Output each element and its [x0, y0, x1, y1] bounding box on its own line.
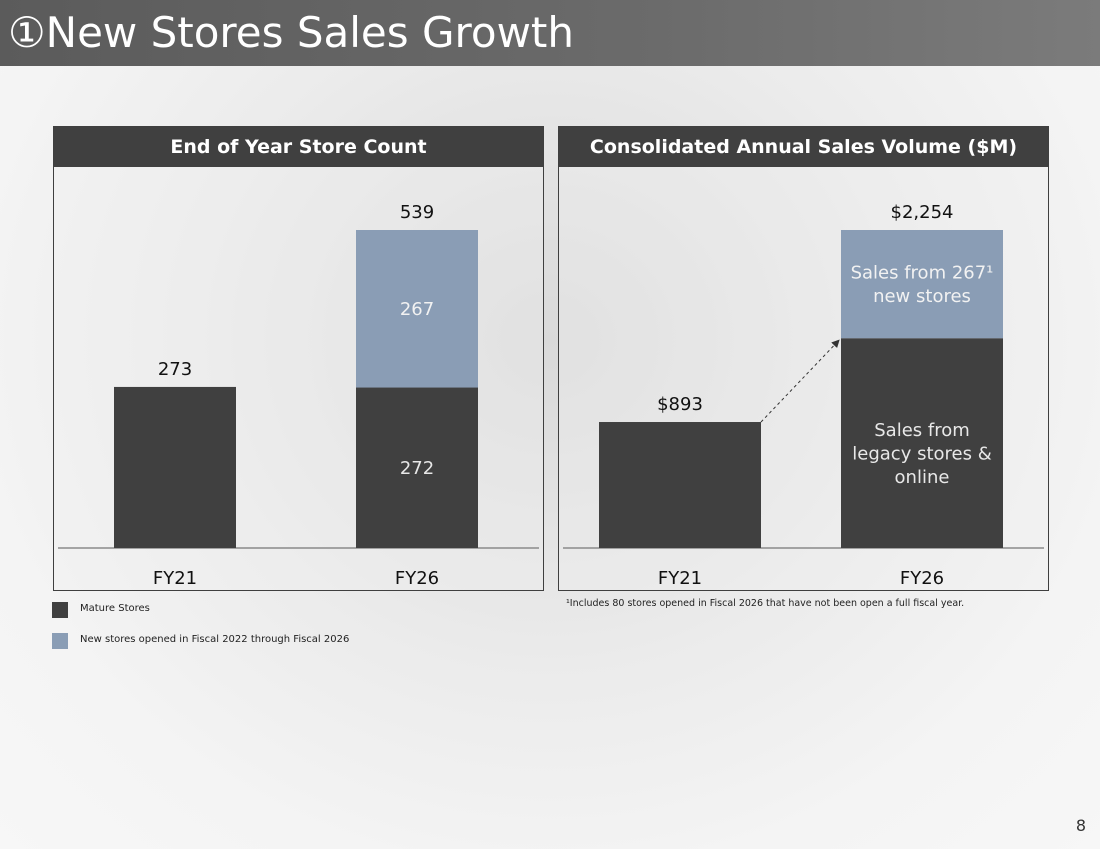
- category-label-fy26: FY26: [395, 568, 439, 589]
- data-label-fy26-series1: Sales from 267¹ new stores: [851, 263, 994, 307]
- title-banner: ①New Stores Sales Growth: [0, 0, 1100, 66]
- total-label-fy21: $893: [657, 394, 703, 415]
- store-count-chart: 273 FY21 272 267 539 FY26: [58, 202, 539, 589]
- total-label-fy26: 539: [400, 202, 434, 223]
- bar-fy26-series1: [356, 230, 478, 388]
- category-label-fy26: FY26: [900, 568, 944, 589]
- legend-label-mature: Mature Stores: [80, 603, 150, 614]
- slide-title: ①New Stores Sales Growth: [8, 8, 575, 57]
- sales-volume-panel: Consolidated Annual Sales Volume ($M) $8…: [558, 126, 1049, 591]
- footnote: ¹Includes 80 stores opened in Fiscal 202…: [566, 598, 965, 609]
- data-label-fy26-series1: 267: [400, 299, 434, 320]
- sales-volume-chart: $893 FY21 Sales from legacy stores & online S…: [563, 202, 1044, 589]
- total-label-fy26: $2,254: [891, 202, 954, 223]
- legend-swatch-new: [52, 633, 68, 649]
- bar-fy26-series0: [356, 387, 478, 548]
- category-label-fy21: FY21: [658, 568, 702, 589]
- data-label-fy26-series0: 272: [400, 458, 434, 479]
- category-label-fy21: FY21: [153, 568, 197, 589]
- bar-fy26-series0: [841, 338, 1003, 548]
- total-label-fy21: 273: [158, 359, 192, 380]
- bar-fy26-series1: [841, 230, 1003, 339]
- bar-fy21-series0: [599, 422, 761, 548]
- data-label-fy26-series0: Sales from legacy stores & online: [852, 420, 991, 488]
- sales-volume-chart-title: Consolidated Annual Sales Volume ($M): [559, 127, 1048, 167]
- store-count-panel: End of Year Store Count 273 FY21 272 267 539…: [53, 126, 544, 591]
- growth-arrow: [760, 339, 840, 423]
- page-number: 8: [1075, 816, 1086, 835]
- bar-fy21-series0: [114, 386, 236, 548]
- store-count-chart-title: End of Year Store Count: [54, 127, 543, 167]
- legend-swatch-mature: [52, 602, 68, 618]
- legend-label-new: New stores opened in Fiscal 2022 through…: [80, 634, 350, 645]
